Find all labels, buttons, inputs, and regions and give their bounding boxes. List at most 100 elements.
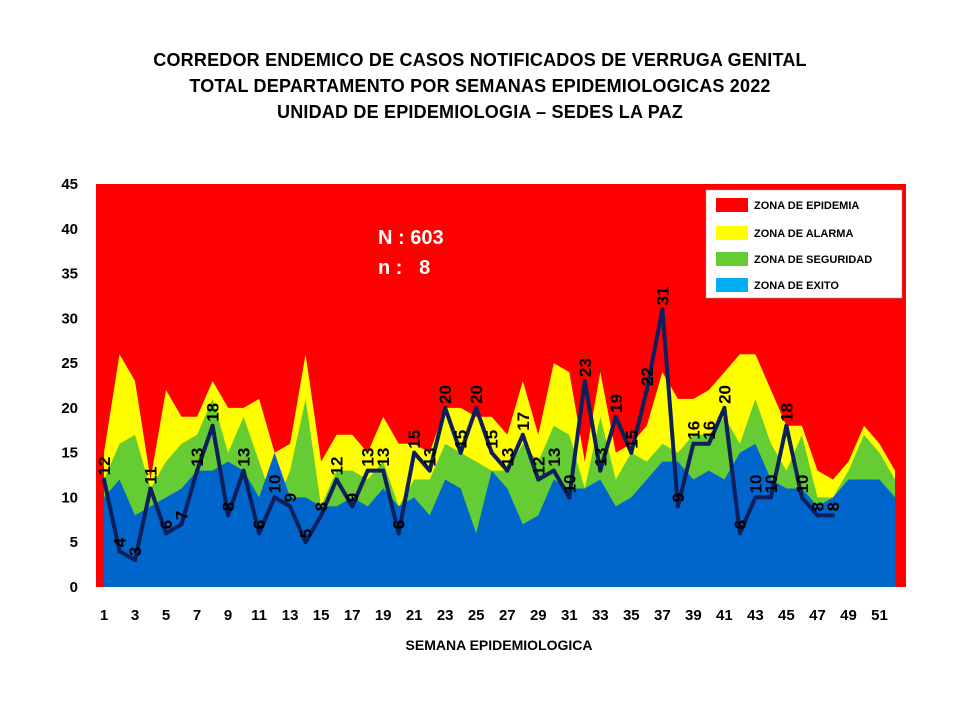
data-label-week-23: 20 (436, 385, 455, 404)
data-label-week-13: 9 (281, 493, 300, 502)
y-tick-label: 15 (61, 445, 78, 462)
data-label-week-37: 31 (653, 286, 672, 305)
case-point-week-48 (831, 513, 835, 518)
cases-line-group (102, 307, 835, 563)
data-label-week-44: 10 (762, 474, 781, 493)
x-tick-label: 15 (313, 607, 330, 624)
data-label-week-28: 17 (514, 412, 533, 431)
x-tick-label: 21 (406, 607, 423, 624)
y-tick-label: 5 (70, 534, 78, 551)
case-point-week-14 (303, 540, 308, 545)
zone-exito-area (104, 443, 895, 587)
data-label-week-10: 13 (235, 448, 254, 467)
data-label-week-12: 10 (266, 474, 285, 493)
x-tick-label: 49 (840, 607, 857, 624)
x-tick-label: 43 (747, 607, 764, 624)
case-point-week-2 (117, 549, 122, 554)
case-point-week-34 (613, 414, 618, 419)
case-point-week-6 (179, 522, 184, 527)
data-label-week-18: 13 (359, 448, 378, 467)
case-point-week-31 (567, 495, 572, 500)
data-label-week-41: 20 (715, 385, 734, 404)
case-point-week-18 (365, 468, 370, 473)
data-label-week-40: 16 (700, 421, 719, 440)
case-point-week-43 (753, 495, 758, 500)
x-axis: 1 3 5 7 9 11 13 15 17 19 21 23 25 27 29 31 33 35 37 39 41 43 4… (100, 607, 888, 624)
data-label-week-6: 7 (173, 511, 192, 520)
case-point-week-26 (489, 450, 494, 455)
x-tick-label: 33 (592, 607, 609, 624)
case-point-week-5 (164, 531, 168, 536)
legend-label-1: ZONA DE EPIDEMIA (754, 200, 859, 212)
y-axis: 0 5 10 15 20 25 30 35 40 45 (61, 176, 78, 596)
data-label-week-29: 12 (529, 457, 548, 476)
case-point-week-38 (675, 504, 680, 509)
case-point-week-11 (257, 531, 262, 536)
legend-label-4: ZONA DE EXITO (754, 280, 839, 292)
case-point-week-29 (536, 477, 541, 482)
y-tick-label: 0 (70, 579, 78, 596)
y-tick-label: 45 (61, 176, 78, 193)
data-label-week-30: 13 (545, 448, 564, 467)
case-point-week-33 (598, 468, 603, 473)
case-point-week-44 (768, 495, 773, 500)
x-tick-label: 5 (162, 607, 170, 624)
x-tick-label: 7 (193, 607, 201, 624)
case-point-week-10 (241, 468, 246, 473)
data-label-week-31: 10 (560, 474, 579, 493)
x-tick-label: 27 (499, 607, 516, 624)
x-axis-label: SEMANA EPIDEMIOLOGICA (406, 637, 593, 653)
case-point-week-45 (784, 423, 789, 428)
x-tick-label: 47 (809, 607, 826, 624)
y-tick-label: 35 (61, 266, 78, 283)
x-tick-label: 31 (561, 607, 578, 624)
data-label-week-17: 9 (343, 493, 362, 502)
case-point-week-35 (629, 450, 634, 455)
data-label-week-32: 23 (576, 358, 595, 377)
x-tick-label: 13 (282, 607, 299, 624)
data-label-week-20: 6 (390, 520, 409, 529)
x-tick-label: 17 (344, 607, 361, 624)
data-label-week-33: 13 (591, 448, 610, 467)
case-point-week-42 (737, 531, 742, 536)
case-point-week-21 (412, 450, 417, 455)
data-label-week-7: 13 (188, 448, 207, 467)
x-tick-label: 9 (224, 607, 232, 624)
case-point-week-12 (272, 495, 277, 500)
data-label-week-5: 6 (157, 520, 176, 529)
chart-title-line-1: CORREDOR ENDEMICO DE CASOS NOTIFICADOS D… (153, 50, 807, 70)
y-tick-label: 30 (61, 310, 78, 327)
data-label-week-1: 12 (95, 457, 114, 476)
case-point-week-39 (691, 441, 696, 446)
x-tick-label: 39 (685, 607, 702, 624)
data-label-week-14: 5 (297, 529, 316, 538)
case-point-week-3 (133, 558, 137, 563)
data-label-week-27: 13 (498, 448, 517, 467)
legend-label-3: ZONA DE SEGURIDAD (754, 254, 872, 266)
legend: ZONA DE EPIDEMIA ZONA DE ALARMA ZONA DE SE… (705, 189, 903, 299)
case-point-week-41 (722, 405, 727, 410)
case-point-week-7 (195, 468, 200, 473)
x-tick-label: 11 (251, 607, 267, 624)
data-label-week-21: 15 (405, 430, 424, 449)
case-point-week-30 (551, 468, 556, 473)
data-label-week-11: 6 (250, 520, 269, 529)
data-label-week-4: 11 (142, 467, 161, 485)
case-point-week-47 (815, 513, 820, 518)
legend-swatch-3 (716, 252, 748, 266)
chart-title-line-2: TOTAL DEPARTAMENTO POR SEMANAS EPIDEMIOL… (189, 76, 771, 96)
case-point-week-19 (381, 468, 386, 473)
case-point-week-20 (396, 531, 401, 536)
x-tick-label: 29 (530, 607, 547, 624)
x-tick-label: 41 (716, 607, 733, 624)
data-labels: 1243116713188136109581291313615132015201… (95, 286, 843, 556)
legend-swatch-2 (716, 226, 748, 240)
data-label-week-36: 22 (638, 367, 657, 386)
case-point-week-37 (660, 307, 665, 312)
case-point-week-17 (350, 504, 355, 509)
case-point-week-16 (334, 477, 339, 482)
x-tick-label: 35 (623, 607, 640, 624)
data-label-week-46: 10 (793, 474, 812, 493)
data-label-week-25: 20 (467, 385, 486, 404)
data-label-week-19: 13 (374, 448, 393, 467)
